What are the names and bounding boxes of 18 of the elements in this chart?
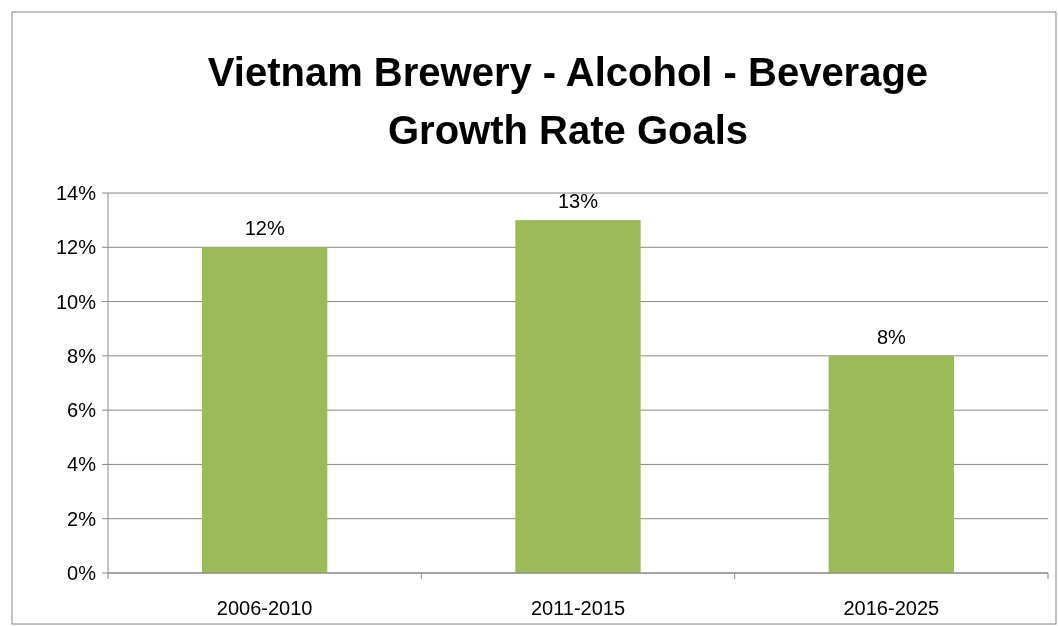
y-tick-label: 14% xyxy=(55,182,97,204)
y-tick-label: 6% xyxy=(67,399,97,422)
data-label: 13% xyxy=(557,190,599,213)
y-tick-label: 2% xyxy=(67,507,97,530)
y-tick-label: 0% xyxy=(67,562,97,584)
x-tick-label: 2011-2015 xyxy=(530,597,626,619)
data-label: 8% xyxy=(876,325,906,348)
chart-title: Vietnam Brewery - Alcohol - Beverage Growth Rate Goals xyxy=(207,50,929,152)
bar xyxy=(828,355,954,573)
x-tick-label: 2006-2010 xyxy=(216,597,313,619)
y-tick-label: 12% xyxy=(55,236,97,259)
y-tick-label: 8% xyxy=(67,344,97,367)
x-tick-label: 2016-2025 xyxy=(843,597,940,619)
bar xyxy=(202,247,328,573)
y-tick-label: 10% xyxy=(55,290,97,313)
data-label: 12% xyxy=(244,217,285,240)
bar xyxy=(515,220,641,573)
y-tick-label: 4% xyxy=(67,453,97,476)
